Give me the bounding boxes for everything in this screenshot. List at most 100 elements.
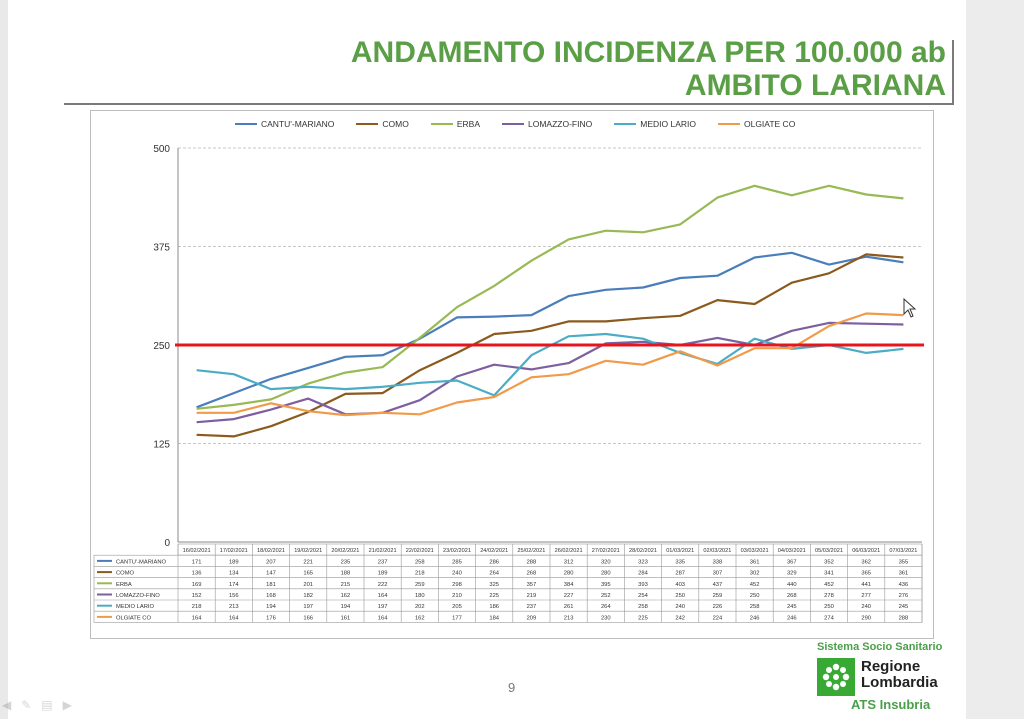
- legend-swatch: [717, 123, 740, 125]
- data-label: 164: [378, 593, 388, 599]
- data-label: 152: [192, 593, 202, 599]
- legend-item: MEDIO LARIO: [614, 119, 696, 129]
- data-table-series-label: ERBA: [116, 582, 132, 588]
- data-label: 194: [341, 604, 351, 610]
- title-underline: [64, 103, 954, 105]
- data-label: 166: [303, 615, 313, 621]
- data-label: 164: [192, 615, 202, 621]
- data-label: 264: [489, 571, 499, 577]
- x-tick-label: 04/03/2021: [778, 548, 806, 554]
- legend-label: MEDIO LARIO: [640, 119, 696, 129]
- data-label: 168: [266, 593, 276, 599]
- x-tick-label: 07/03/2021: [889, 548, 917, 554]
- data-label: 312: [564, 559, 574, 565]
- data-label: 274: [824, 615, 834, 621]
- x-tick-label: 18/02/2021: [257, 548, 285, 554]
- data-label: 240: [861, 604, 871, 610]
- data-label: 162: [341, 593, 351, 599]
- series-line: [196, 312, 904, 417]
- mouse-cursor: [903, 297, 917, 323]
- data-label: 210: [452, 593, 462, 599]
- data-label: 395: [601, 582, 611, 588]
- legend-swatch: [235, 123, 257, 125]
- data-label: 218: [192, 604, 202, 610]
- data-label: 156: [229, 593, 239, 599]
- data-label: 189: [229, 559, 239, 565]
- legend-item: LOMAZZO-FINO: [502, 119, 592, 129]
- next-slide-icon[interactable]: ▶: [62, 698, 72, 712]
- data-label: 237: [527, 604, 537, 610]
- data-label: 176: [266, 615, 276, 621]
- legend-swatch: [502, 123, 525, 125]
- legend-item: OLGIATE CO: [717, 119, 795, 129]
- legend-item: CANTU'-MARIANO: [235, 119, 334, 129]
- data-label: 285: [452, 559, 462, 565]
- series-line: [196, 251, 904, 409]
- data-label: 284: [638, 571, 648, 577]
- data-label: 290: [861, 615, 871, 621]
- previous-slide-icon[interactable]: ◀: [2, 698, 12, 712]
- data-label: 276: [899, 593, 909, 599]
- data-label: 252: [601, 593, 611, 599]
- x-tick-label: 25/02/2021: [517, 548, 545, 554]
- data-label: 323: [638, 559, 648, 565]
- data-label: 147: [266, 571, 276, 577]
- data-label: 202: [415, 604, 425, 610]
- pen-icon[interactable]: ✎: [21, 698, 32, 712]
- data-label: 365: [861, 571, 871, 577]
- data-label: 209: [527, 615, 537, 621]
- y-tick-label: 125: [153, 440, 170, 451]
- data-label: 288: [899, 615, 909, 621]
- data-label: 261: [564, 604, 574, 610]
- data-label: 194: [266, 604, 276, 610]
- data-label: 357: [527, 582, 537, 588]
- data-label: 177: [452, 615, 462, 621]
- x-tick-label: 21/02/2021: [369, 548, 397, 554]
- data-label: 258: [415, 559, 425, 565]
- title-side-rule: [952, 40, 954, 104]
- data-label: 452: [750, 582, 760, 588]
- data-label: 186: [489, 604, 499, 610]
- data-label: 227: [564, 593, 574, 599]
- legend-item: COMO: [356, 119, 409, 129]
- slide-title-line1: ANDAMENTO INCIDENZA PER 100.000 ab: [350, 36, 946, 69]
- series-line: [196, 321, 904, 424]
- x-tick-label: 26/02/2021: [555, 548, 583, 554]
- logo-name: Regione Lombardia: [861, 659, 938, 691]
- data-label: 201: [303, 582, 313, 588]
- data-label: 288: [527, 559, 537, 565]
- data-label: 207: [266, 559, 276, 565]
- data-label: 302: [750, 571, 760, 577]
- data-label: 245: [787, 604, 797, 610]
- data-label: 188: [341, 571, 351, 577]
- presentation-toolbar: ◀ ✎ ▤ ▶: [2, 698, 72, 712]
- data-label: 134: [229, 571, 239, 577]
- series-line: [196, 332, 904, 397]
- data-label: 230: [601, 615, 611, 621]
- data-label: 329: [787, 571, 797, 577]
- data-label: 165: [303, 571, 313, 577]
- data-label: 286: [489, 559, 499, 565]
- data-label: 189: [378, 571, 388, 577]
- data-label: 221: [303, 559, 313, 565]
- legend-label: LOMAZZO-FINO: [528, 119, 593, 129]
- x-tick-label: 27/02/2021: [592, 548, 620, 554]
- data-label: 224: [713, 615, 723, 621]
- data-label: 440: [787, 582, 797, 588]
- data-label: 452: [824, 582, 834, 588]
- x-tick-label: 17/02/2021: [220, 548, 248, 554]
- data-label: 235: [341, 559, 351, 565]
- data-label: 184: [489, 615, 499, 621]
- data-label: 226: [713, 604, 723, 610]
- data-label: 197: [378, 604, 388, 610]
- data-label: 136: [192, 571, 202, 577]
- data-label: 437: [713, 582, 723, 588]
- slide-title-line2: AMBITO LARIANA: [684, 69, 946, 102]
- data-label: 222: [378, 582, 388, 588]
- x-tick-label: 16/02/2021: [183, 548, 211, 554]
- series-line: [196, 253, 904, 438]
- legend-label: COMO: [382, 119, 409, 129]
- data-label: 250: [824, 604, 834, 610]
- slides-menu-icon[interactable]: ▤: [41, 698, 53, 712]
- legend-item: ERBA: [430, 119, 480, 129]
